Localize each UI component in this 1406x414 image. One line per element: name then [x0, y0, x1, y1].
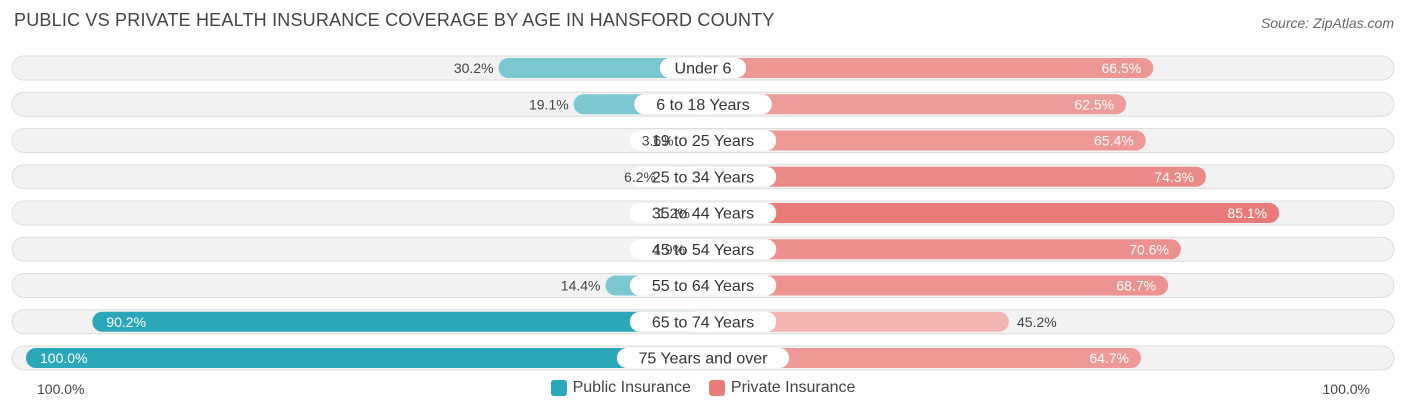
category-label: 19 to 25 Years [652, 133, 754, 150]
private-value-label: 65.4% [1094, 133, 1134, 149]
private-value-label: 85.1% [1227, 205, 1267, 221]
public-value-label: 100.0% [40, 350, 87, 366]
category-label: 35 to 44 Years [652, 206, 754, 223]
category-label: Under 6 [675, 61, 732, 78]
public-bar [498, 58, 703, 78]
private-bar [703, 58, 1154, 78]
category-pill [634, 94, 772, 115]
public-value-label: 19.1% [529, 96, 569, 112]
private-bar [703, 239, 1181, 260]
public-bar [26, 348, 703, 368]
category-pill [629, 130, 777, 151]
category-label: 25 to 34 Years [652, 169, 754, 186]
legend-swatch-public [550, 380, 567, 396]
public-value-label: 3.6% [642, 133, 674, 149]
category-label: 6 to 18 Years [656, 97, 749, 114]
category-pill [629, 311, 777, 332]
private-bar [703, 94, 1127, 115]
category-pill [659, 58, 747, 78]
left-axis-label: 100.0% [37, 381, 85, 397]
public-value-label: 14.4% [561, 278, 601, 294]
legend: Public Insurance Private Insurance [0, 379, 1406, 397]
public-value-label: 1.9% [653, 241, 685, 257]
category-pill [629, 239, 777, 260]
legend-label-private: Private Insurance [730, 379, 856, 396]
category-pill [616, 348, 790, 368]
private-value-label: 66.5% [1102, 60, 1142, 76]
private-bar [703, 130, 1146, 151]
category-label: 45 to 54 Years [652, 242, 754, 259]
category-label: 55 to 64 Years [652, 278, 754, 295]
private-value-label: 74.3% [1154, 169, 1194, 185]
legend-item-private: Private Insurance [708, 379, 856, 397]
public-value-label: 30.2% [454, 60, 494, 76]
category-label: 65 to 74 Years [652, 314, 754, 331]
category-pill [629, 166, 777, 187]
right-axis-label: 100.0% [1322, 381, 1370, 397]
category-pill [629, 203, 777, 223]
private-bar [703, 348, 1142, 368]
category-label: 75 Years and over [639, 351, 769, 368]
source-label: Source: ZipAtlas.com [1260, 15, 1394, 31]
private-bar [703, 275, 1169, 296]
private-value-label: 62.5% [1074, 96, 1114, 112]
public-bar [92, 311, 703, 332]
private-bar [703, 203, 1280, 223]
chart-title: PUBLIC VS PRIVATE HEALTH INSURANCE COVER… [14, 10, 775, 30]
public-value-label: 6.2% [624, 169, 656, 185]
category-pill [629, 275, 777, 296]
private-value-label: 45.2% [1017, 314, 1057, 330]
legend-swatch-private [708, 380, 725, 396]
private-value-label: 68.7% [1116, 278, 1156, 294]
private-bar [703, 166, 1207, 187]
private-value-label: 64.7% [1089, 350, 1129, 366]
private-bar [703, 311, 1010, 332]
legend-label-public: Public Insurance [572, 379, 691, 396]
public-value-label: 1.2% [658, 205, 690, 221]
public-value-label: 90.2% [106, 314, 146, 330]
private-value-label: 70.6% [1129, 241, 1169, 257]
legend-item-public: Public Insurance [550, 379, 691, 397]
chart-area: Under 6 30.2% 66.5% 6 to 18 Years 19.1% 62.5%… [11, 55, 1395, 371]
